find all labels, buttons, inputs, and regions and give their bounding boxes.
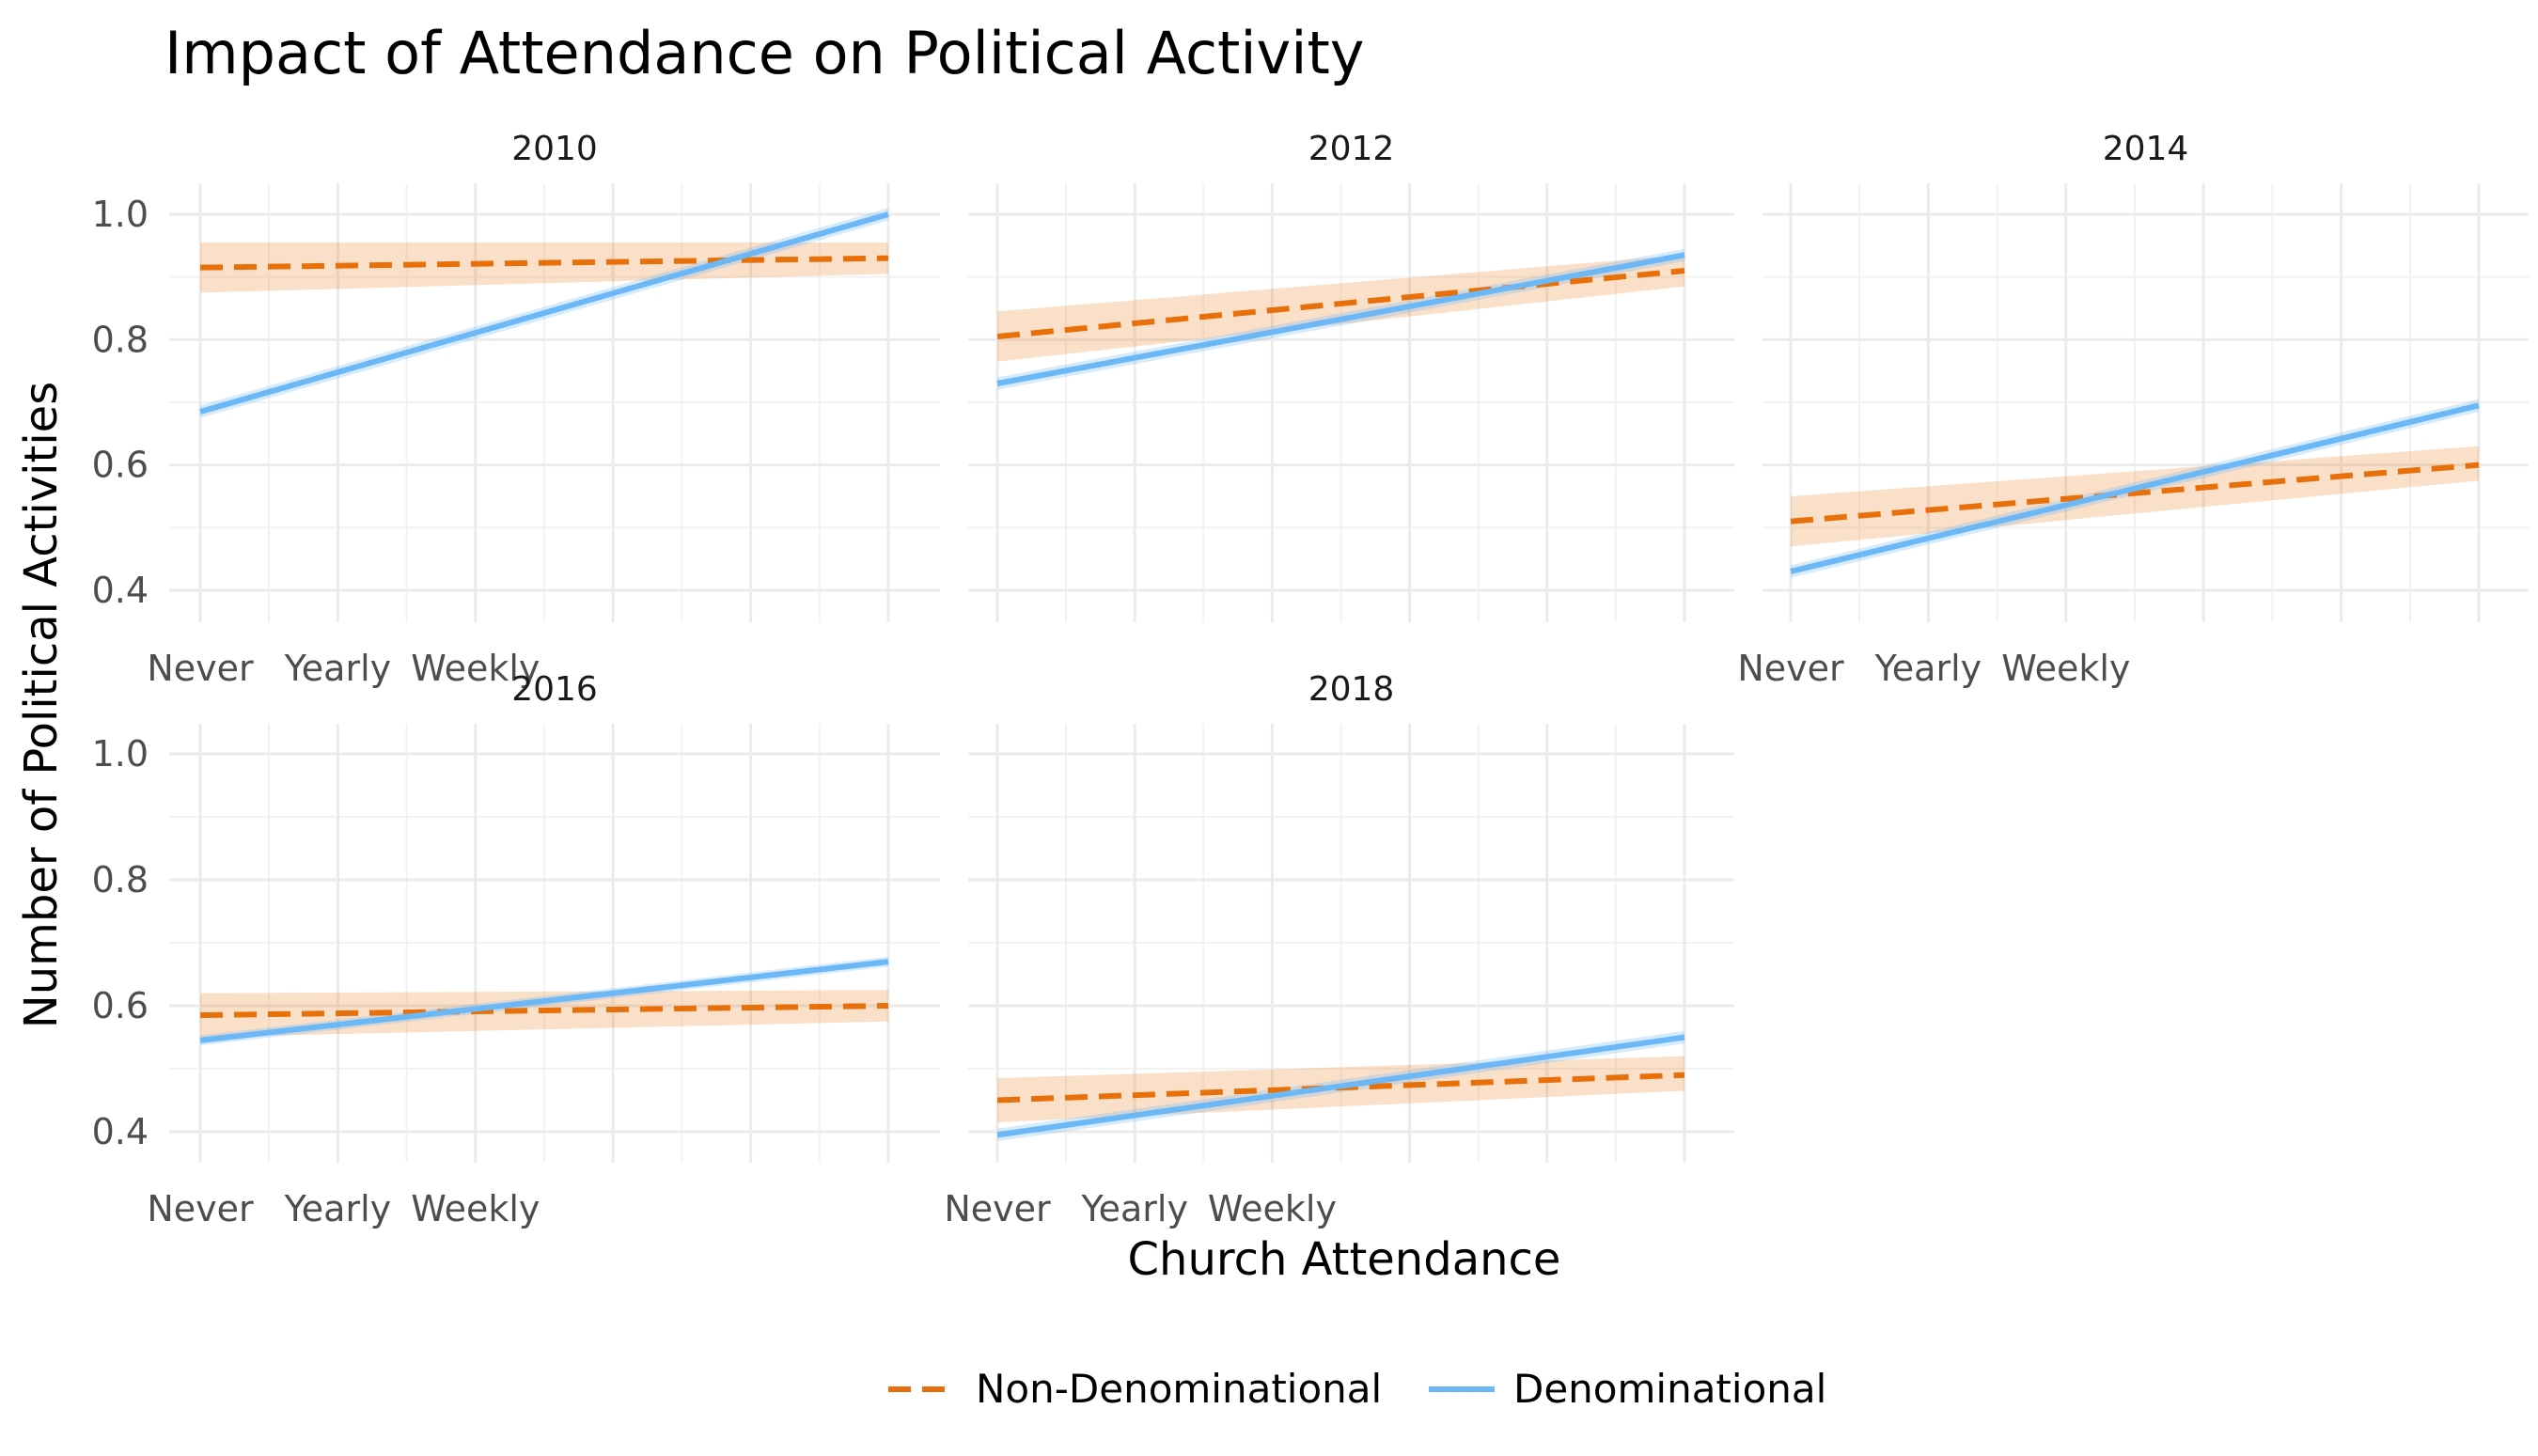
facet-label: 2010 bbox=[511, 130, 598, 168]
series-line-non-denominational bbox=[199, 1003, 889, 1019]
legend-label: Denominational bbox=[1513, 1366, 1826, 1412]
chart-title: Impact of Attendance on Political Activi… bbox=[164, 19, 1364, 87]
series-line-non-denominational bbox=[996, 268, 1685, 339]
facet-panel-2012: 2012 bbox=[968, 130, 1734, 622]
y-tick-label: 0.4 bbox=[92, 570, 149, 611]
y-tick-label: 0.6 bbox=[92, 985, 149, 1026]
series-line-non-denominational bbox=[1790, 462, 2480, 524]
x-tick-label: Never bbox=[147, 1188, 254, 1229]
y-tick-label: 0.8 bbox=[92, 319, 149, 360]
series-line-denominational bbox=[199, 959, 889, 1043]
x-tick-label: Never bbox=[147, 648, 254, 689]
facet-panel-2016: 2016 0.4 0.6 0.8 1.0 Never Yearly Weekly bbox=[92, 670, 940, 1229]
legend-label: Non-Denominational bbox=[976, 1366, 1382, 1412]
facet-panel-2010: 2010 0.4 0.6 0.8 1.0 Never Yearly Weekly bbox=[92, 130, 940, 689]
facet-label: 2018 bbox=[1308, 670, 1395, 709]
x-tick-label: Never bbox=[1737, 648, 1844, 689]
x-tick-label: Yearly bbox=[284, 648, 392, 689]
x-tick-label: Yearly bbox=[1874, 648, 1982, 689]
x-tick-label: Weekly bbox=[411, 648, 540, 689]
y-tick-label: 0.8 bbox=[92, 859, 149, 900]
series-line-non-denominational bbox=[199, 255, 889, 271]
x-tick-label: Yearly bbox=[284, 1188, 392, 1229]
confidence-band bbox=[1791, 446, 2479, 547]
confidence-band bbox=[997, 255, 1684, 362]
confidence-band bbox=[200, 990, 888, 1038]
facet-panel-2014: 2014 Never Yearly Weekly bbox=[1737, 130, 2529, 689]
facet-label: 2012 bbox=[1308, 130, 1395, 168]
confidence-band bbox=[200, 243, 888, 293]
x-tick-label: Weekly bbox=[411, 1188, 540, 1229]
y-axis-title: Number of Political Activities bbox=[15, 382, 68, 1028]
facet-panels: 2010 0.4 0.6 0.8 1.0 Never Yearly Weekly 2012 201… bbox=[92, 130, 2529, 1229]
series-line-denominational bbox=[1790, 402, 2480, 574]
series-line-denominational bbox=[996, 252, 1685, 386]
y-tick-label: 1.0 bbox=[92, 733, 149, 775]
series-line-denominational bbox=[199, 211, 889, 415]
y-tick-label: 1.0 bbox=[92, 194, 149, 235]
y-tick-label: 0.4 bbox=[92, 1111, 149, 1152]
facet-panel-2018: 2018 Never Yearly Weekly bbox=[944, 670, 1734, 1229]
x-tick-label: Weekly bbox=[2001, 648, 2130, 689]
facet-label: 2014 bbox=[2103, 130, 2189, 168]
x-tick-label: Never bbox=[944, 1188, 1051, 1229]
series-line-denominational bbox=[996, 1034, 1685, 1138]
x-tick-label: Yearly bbox=[1080, 1188, 1188, 1229]
facet-label: 2016 bbox=[511, 670, 598, 709]
x-axis-title: Church Attendance bbox=[1128, 1233, 1561, 1286]
y-tick-label: 0.6 bbox=[92, 445, 149, 486]
x-tick-label: Weekly bbox=[1208, 1188, 1337, 1229]
legend: Non-Denominational Denominational bbox=[888, 1366, 1826, 1412]
